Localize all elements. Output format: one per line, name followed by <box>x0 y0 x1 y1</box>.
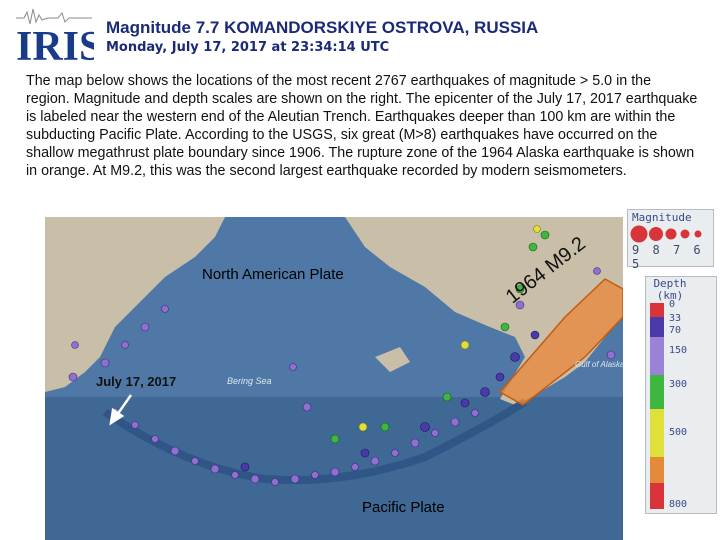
quake-dot <box>480 387 490 397</box>
quake-dot <box>450 417 460 427</box>
quake-dot <box>330 434 340 444</box>
depth-band-150-300 <box>650 375 664 409</box>
gulf-of-alaska-label: Gulf of Alaska <box>575 360 623 369</box>
magnitude-6-circle <box>680 229 690 239</box>
quake-dot <box>391 449 399 457</box>
depth-tick-0: 0 <box>669 299 676 310</box>
magnitude-scale-values: 9 8 7 6 5 <box>632 243 713 271</box>
quake-dot <box>140 322 150 332</box>
depth-band-33-70 <box>650 317 664 337</box>
magnitude-8-circle <box>649 227 663 241</box>
quake-dot <box>431 429 439 437</box>
depth-band-650-800 <box>650 483 664 509</box>
magnitude-value: 5 <box>632 257 643 271</box>
quake-dot <box>68 372 78 382</box>
quake-dot <box>500 322 510 332</box>
seismogram-trace <box>16 8 92 25</box>
kamchatka-landmass <box>45 217 225 392</box>
quake-dot <box>510 352 520 362</box>
depth-band-300-500 <box>650 409 664 457</box>
magnitude-value: 9 <box>632 243 643 257</box>
quake-dot <box>593 267 601 275</box>
shallow-quake-dots <box>240 330 540 472</box>
depth-legend-title-line2: (km) <box>656 289 684 302</box>
magnitude-legend-title: Magnitude <box>632 211 692 224</box>
nunivak-island <box>375 347 410 372</box>
depth-band-70-150 <box>650 337 664 375</box>
quake-dot <box>121 341 129 349</box>
magnitude-5-circle <box>694 230 702 238</box>
quake-dot <box>410 438 420 448</box>
quake-dot <box>530 330 540 340</box>
deep-quake-dots <box>358 225 541 432</box>
quake-dot <box>151 435 159 443</box>
magnitude-legend: Magnitude 9 8 7 6 5 <box>627 209 714 271</box>
magnitude-circles <box>630 225 702 243</box>
quake-dot <box>533 225 541 233</box>
magnitude-value: 8 <box>652 243 663 257</box>
magnitude-9-circle <box>630 225 648 243</box>
intermediate-quake-dots <box>330 230 550 444</box>
depth-band-0-33 <box>650 303 664 317</box>
pacific-plate-label: Pacific Plate <box>362 499 445 516</box>
event-datetime: Monday, July 17, 2017 at 23:34:14 UTC <box>106 40 390 55</box>
quake-dot <box>250 474 260 484</box>
iris-logo: IRIS <box>14 6 94 74</box>
quake-dot <box>131 421 139 429</box>
quake-dot <box>471 409 479 417</box>
magnitude-value: 6 <box>693 243 704 257</box>
epicenter-arrow <box>109 394 133 426</box>
bering-sea-label: Bering Sea <box>227 376 272 386</box>
quake-dot <box>351 463 359 471</box>
quake-dot <box>289 363 297 371</box>
quake-dot <box>191 457 199 465</box>
quake-dot <box>540 230 550 240</box>
quake-dot <box>370 456 380 466</box>
quake-dot <box>528 242 538 252</box>
logo-text: IRIS <box>16 24 94 70</box>
depth-tick-70: 70 <box>669 325 682 336</box>
north-american-plate-label: North American Plate <box>202 266 344 283</box>
quake-dot <box>100 358 110 368</box>
quake-dot <box>161 305 169 313</box>
page-title: Magnitude 7.7 KOMANDORSKIYE OSTROVA, RUS… <box>106 18 539 37</box>
depth-color-bar <box>650 303 664 509</box>
quake-dot <box>210 464 220 474</box>
quake-dot <box>71 341 79 349</box>
depth-legend-title-line1: Depth <box>653 277 687 290</box>
depth-tick-33: 33 <box>669 313 682 324</box>
depth-legend-title: Depth (km) <box>650 278 690 302</box>
depth-legend: Depth (km) 0 33 70 150 300 500 800 <box>645 276 717 514</box>
quake-dot <box>380 422 390 432</box>
quake-dot <box>302 402 312 412</box>
depth-tick-500: 500 <box>669 427 688 438</box>
quake-dot <box>240 462 250 472</box>
quake-dot <box>515 300 525 310</box>
quake-dot <box>442 392 452 402</box>
depth-tick-150: 150 <box>669 345 688 356</box>
quake-dot <box>606 350 616 360</box>
quake-dot <box>170 446 180 456</box>
quake-dot <box>290 474 300 484</box>
depth-band-500-650 <box>650 457 664 483</box>
earthquake-map: Bering Sea Gulf of Alaska <box>45 217 623 540</box>
quake-dot <box>330 467 340 477</box>
quake-dot <box>358 422 368 432</box>
magnitude-7-circle <box>665 228 677 240</box>
quake-dot <box>515 284 525 294</box>
quake-dot <box>460 340 470 350</box>
quake-dot <box>231 471 239 479</box>
quake-dot <box>460 398 470 408</box>
quake-dot <box>420 422 430 432</box>
magnitude-value: 7 <box>672 243 684 257</box>
quake-dot <box>360 448 370 458</box>
quake-dot <box>495 372 505 382</box>
rupture-zone-1964 <box>498 278 623 406</box>
epicenter-date-label: July 17, 2017 <box>96 374 177 389</box>
depth-tick-300: 300 <box>669 379 688 390</box>
quake-dot <box>311 471 319 479</box>
description-paragraph: The map below shows the locations of the… <box>26 73 698 179</box>
quake-dot <box>271 478 279 486</box>
depth-tick-800: 800 <box>669 499 688 510</box>
